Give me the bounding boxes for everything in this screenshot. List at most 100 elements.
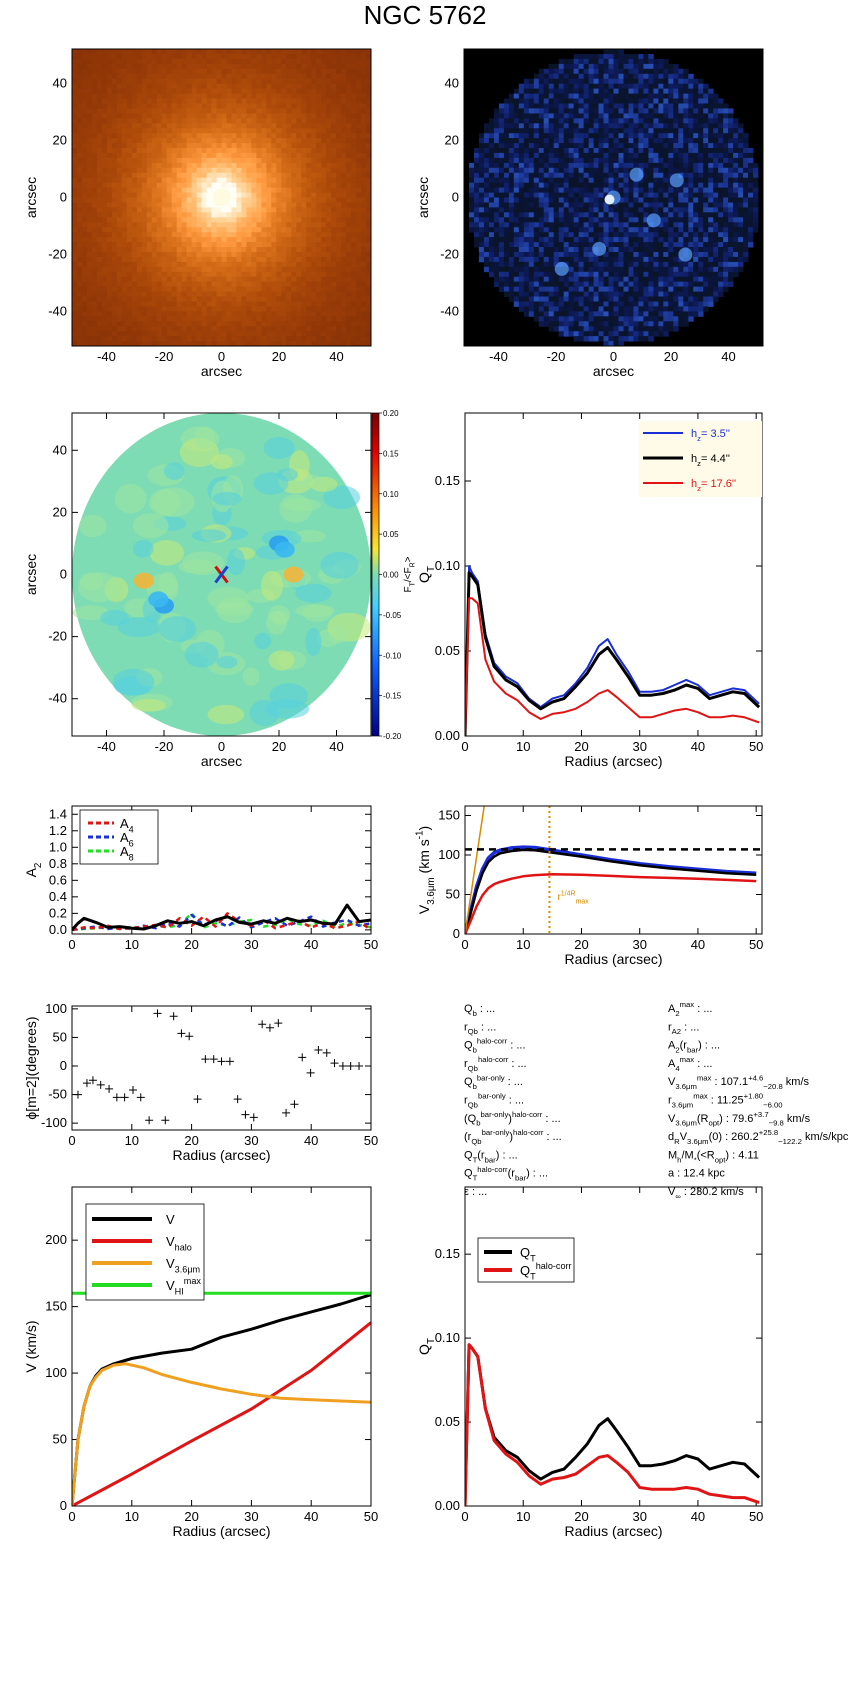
image-pixel	[558, 172, 565, 179]
image-pixel	[171, 138, 178, 144]
image-pixel	[598, 118, 604, 124]
image-pixel	[151, 182, 158, 189]
image-pixel	[72, 167, 78, 174]
image-pixel	[101, 286, 108, 292]
image-pixel	[151, 316, 158, 322]
image-pixel	[301, 192, 307, 198]
image-pixel	[469, 162, 475, 169]
image-pixel	[186, 182, 192, 189]
image-pixel	[241, 192, 247, 198]
image-pixel	[553, 138, 560, 144]
image-pixel	[478, 232, 485, 238]
image-pixel	[588, 192, 594, 198]
image-pixel	[106, 58, 113, 65]
image-pixel	[216, 222, 222, 228]
image-pixel	[356, 148, 362, 154]
image-pixel	[96, 113, 103, 119]
image-pixel	[286, 276, 292, 283]
image-pixel	[588, 152, 594, 159]
image-pixel	[366, 202, 372, 208]
image-pixel	[568, 83, 574, 90]
image-pixel	[166, 133, 173, 139]
image-pixel	[361, 316, 367, 322]
image-pixel	[346, 93, 352, 99]
image-pixel	[488, 128, 495, 134]
image-pixel	[558, 152, 565, 159]
image-pixel	[356, 261, 362, 268]
image-pixel	[176, 187, 183, 193]
image-pixel	[488, 167, 495, 174]
image-pixel	[166, 207, 173, 213]
image-pixel	[286, 162, 292, 169]
image-pixel	[366, 83, 372, 90]
image-pixel	[528, 162, 535, 169]
image-pixel	[226, 242, 232, 248]
image-pixel	[351, 252, 357, 258]
image-pixel	[563, 78, 570, 85]
image-pixel	[366, 321, 372, 327]
image-pixel	[508, 227, 515, 233]
image-pixel	[151, 93, 158, 99]
image-pixel	[336, 341, 342, 347]
image-pixel	[488, 152, 495, 159]
image-pixel	[316, 118, 322, 124]
image-pixel	[331, 222, 337, 228]
image-pixel	[543, 256, 550, 263]
image-pixel	[221, 98, 227, 104]
image-pixel	[523, 143, 530, 149]
image-pixel	[191, 281, 197, 287]
image-pixel	[256, 172, 262, 179]
image-pixel	[151, 311, 158, 317]
image-pixel	[87, 93, 93, 99]
image-pixel	[221, 167, 227, 174]
image-pixel	[236, 336, 242, 342]
image-pixel	[523, 182, 530, 189]
image-pixel	[72, 271, 78, 278]
image-pixel	[251, 271, 257, 278]
image-pixel	[593, 73, 599, 80]
image-pixel	[583, 271, 589, 278]
image-pixel	[578, 266, 584, 273]
image-pixel	[341, 177, 347, 184]
image-pixel	[346, 202, 352, 208]
image-pixel	[326, 321, 332, 327]
image-pixel	[111, 192, 118, 198]
image-pixel	[478, 133, 485, 139]
image-pixel	[101, 232, 108, 238]
image-pixel	[573, 93, 579, 99]
image-pixel	[121, 291, 128, 297]
image-pixel	[583, 212, 589, 218]
image-pixel	[82, 128, 88, 134]
image-pixel	[206, 78, 212, 85]
image-pixel	[336, 291, 342, 297]
image-pixel	[246, 63, 252, 70]
image-pixel	[181, 306, 187, 312]
image-pixel	[121, 326, 128, 332]
image-pixel	[286, 88, 292, 94]
image-pixel	[116, 212, 123, 218]
image-pixel	[136, 182, 143, 189]
image-pixel	[538, 252, 545, 258]
image-pixel	[346, 162, 352, 169]
image-pixel	[306, 256, 312, 263]
image-pixel	[196, 256, 202, 263]
image-pixel	[221, 152, 227, 159]
image-pixel	[211, 207, 217, 213]
image-pixel	[341, 128, 347, 134]
image-pixel	[311, 58, 317, 65]
image-pixel	[256, 58, 262, 65]
image-pixel	[598, 157, 604, 164]
image-pixel	[206, 331, 212, 337]
image-pixel	[538, 83, 545, 90]
image-pixel	[336, 162, 342, 169]
image-pixel	[261, 276, 267, 283]
image-pixel	[156, 143, 163, 149]
image-pixel	[226, 88, 232, 94]
image-pixel	[488, 256, 495, 263]
image-pixel	[331, 281, 337, 287]
image-pixel	[186, 311, 192, 317]
image-pixel	[211, 58, 217, 65]
image-pixel	[141, 197, 148, 203]
image-pixel	[528, 247, 535, 253]
image-pixel	[186, 261, 192, 268]
